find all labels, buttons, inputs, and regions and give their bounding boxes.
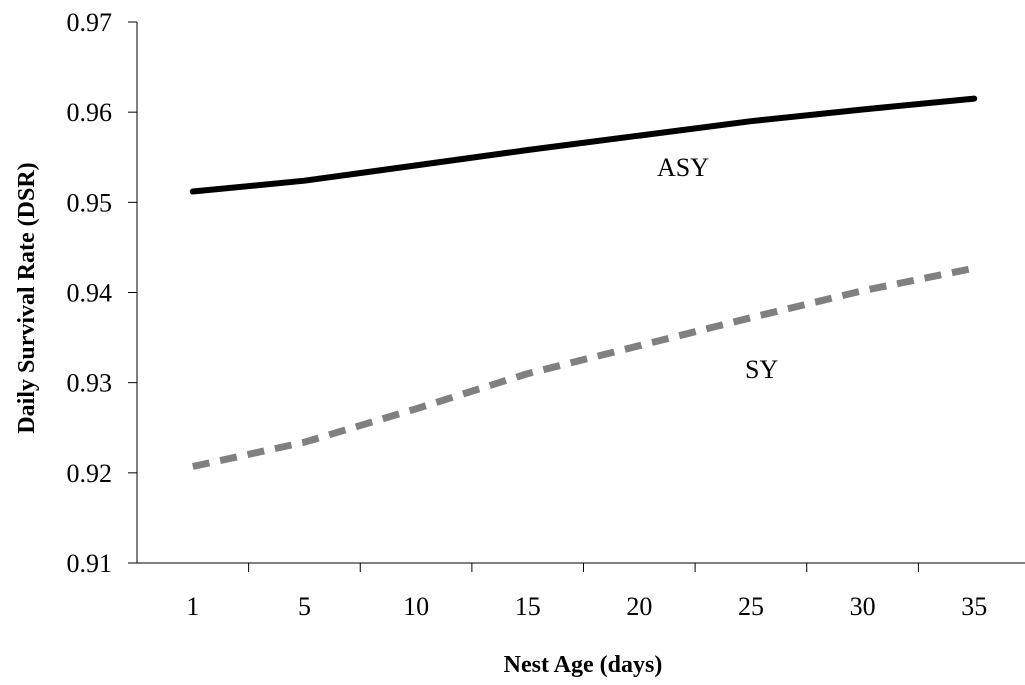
x-tick-label: 35: [961, 592, 987, 621]
y-tick-label: 0.93: [67, 369, 113, 398]
x-axis: 1 5 10 15 20 25 30 35: [137, 562, 1025, 621]
series-label-asy: ASY: [657, 153, 709, 182]
y-tick-label: 0.91: [67, 549, 113, 578]
y-axis: 0.91 0.92 0.93 0.94 0.95 0.96 0.97: [67, 8, 138, 578]
y-tick-label: 0.94: [67, 279, 113, 308]
y-tick-label: 0.95: [67, 188, 113, 217]
x-tick-label: 10: [403, 592, 429, 621]
y-tick-label: 0.97: [67, 8, 113, 37]
series-label-sy: SY: [745, 355, 778, 384]
series-line-sy: [192, 264, 975, 470]
x-axis-title: Nest Age (days): [504, 652, 663, 678]
series-layer: [189, 95, 978, 470]
x-tick-label: 25: [738, 592, 764, 621]
x-tick-label: 5: [298, 592, 311, 621]
y-tick-label: 0.96: [67, 98, 113, 127]
x-tick-label: 15: [515, 592, 541, 621]
series-line-asy: [189, 95, 978, 195]
x-tick-label: 1: [186, 592, 199, 621]
x-tick-label: 20: [626, 592, 652, 621]
y-axis-title: Daily Survival Rate (DSR): [14, 162, 40, 433]
x-tick-label: 30: [850, 592, 876, 621]
y-tick-label: 0.92: [67, 459, 113, 488]
